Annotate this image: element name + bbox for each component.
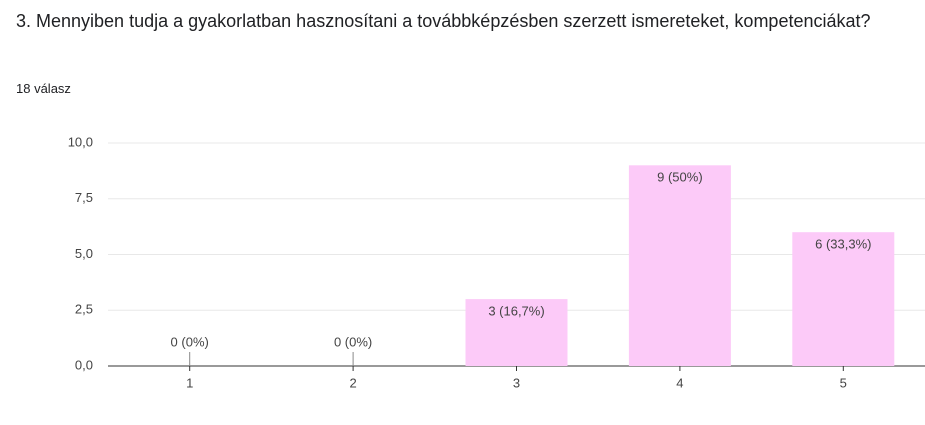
data-label: 0 (0%)	[334, 334, 372, 349]
x-tick-label: 1	[186, 375, 193, 390]
data-label: 6 (33,3%)	[815, 237, 871, 252]
x-tick-label: 4	[676, 375, 683, 390]
x-tick-label: 5	[840, 375, 847, 390]
chart-title: 3. Mennyiben tudja a gyakorlatban haszno…	[16, 11, 871, 31]
bar	[792, 232, 895, 366]
y-tick-label: 2,5	[75, 302, 93, 317]
response-count: 18 válasz	[16, 81, 71, 96]
bar	[628, 165, 731, 366]
x-tick-label: 3	[513, 375, 520, 390]
bar	[465, 299, 568, 366]
y-tick-label: 7,5	[75, 190, 93, 205]
y-tick-label: 0,0	[75, 357, 93, 372]
y-tick-label: 5,0	[75, 246, 93, 261]
x-tick-label: 2	[349, 375, 356, 390]
data-label: 0 (0%)	[171, 334, 209, 349]
data-label: 3 (16,7%)	[488, 304, 544, 319]
data-label: 9 (50%)	[657, 170, 703, 185]
y-tick-label: 10,0	[68, 134, 93, 149]
